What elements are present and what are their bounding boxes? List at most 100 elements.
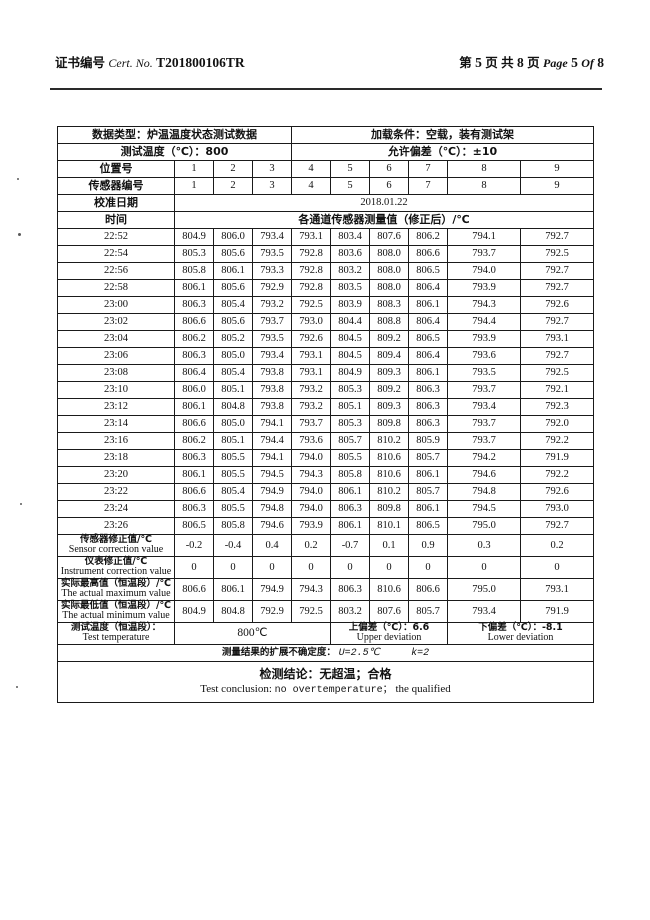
position-number-cell: 5 — [330, 160, 370, 178]
table-row: 23:00 806.3 805.4 793.2 792.5 803.9 808.… — [57, 296, 594, 314]
table-row-conclusion: 检测结论：无超温；合格 Test conclusion: no overtemp… — [57, 661, 594, 704]
row-value: 805.3 — [174, 245, 214, 263]
sensor-correction-value: -0.2 — [174, 533, 214, 558]
table-row-test-temperature-header: 测试温度（℃）：800 允许偏差（℃）：±10 — [57, 143, 594, 161]
row-value: 809.8 — [369, 415, 409, 433]
table-row-channel-header: 时间 各通道传感器测量值（修正后）/℃ — [57, 211, 594, 229]
table-row: 22:56 805.8 806.1 793.3 792.8 803.2 808.… — [57, 262, 594, 280]
row-value: 806.0 — [213, 228, 253, 246]
row-value: 793.2 — [291, 398, 331, 416]
instrument-correction-label-cn: 仪表修正值/℃ — [84, 556, 148, 568]
row-value: 805.3 — [330, 381, 370, 399]
row-value: 805.1 — [213, 381, 253, 399]
row-value: 806.6 — [174, 415, 214, 433]
row-time: 23:22 — [57, 483, 175, 501]
actual-maximum-value: 806.6 — [174, 578, 214, 602]
row-value: 805.6 — [213, 313, 253, 331]
row-value: 805.0 — [213, 415, 253, 433]
row-value: 810.6 — [369, 449, 409, 467]
actual-minimum-label-cn: 实际最低值（恒温段）/℃ — [61, 600, 171, 612]
row-time: 23:14 — [57, 415, 175, 433]
table-row: 23:08 806.4 805.4 793.8 793.1 804.9 809.… — [57, 364, 594, 382]
scan-artifact-dot — [20, 503, 22, 505]
actual-maximum-value: 793.1 — [520, 578, 594, 602]
table-row: 23:20 806.1 805.5 794.5 794.3 805.8 810.… — [57, 466, 594, 484]
row-value: 793.2 — [252, 296, 292, 314]
row-value: 792.7 — [520, 313, 594, 331]
row-value: 804.9 — [174, 228, 214, 246]
row-value: 793.9 — [291, 517, 331, 535]
uncertainty-u-value: U=2.5℃ — [338, 648, 380, 660]
row-value: 804.5 — [330, 347, 370, 365]
actual-minimum-value: 793.4 — [447, 600, 521, 624]
row-value: 794.6 — [447, 466, 521, 484]
row-value: 806.5 — [174, 517, 214, 535]
actual-maximum-value: 806.6 — [408, 578, 448, 602]
position-number-cell: 4 — [291, 160, 331, 178]
actual-maximum-value: 810.6 — [369, 578, 409, 602]
row-value: 805.0 — [213, 347, 253, 365]
row-value: 793.7 — [291, 415, 331, 433]
row-value: 806.1 — [330, 517, 370, 535]
upper-deviation-cn: 上偏差（℃）：6.6 — [348, 622, 430, 634]
scan-artifact-dot — [17, 178, 19, 180]
row-value: 794.2 — [447, 449, 521, 467]
row-value: 792.6 — [291, 330, 331, 348]
row-value: 804.9 — [330, 364, 370, 382]
conclusion-en-body: no overtemperature； — [274, 685, 393, 697]
row-value: 792.9 — [252, 279, 292, 297]
row-value: 806.2 — [174, 330, 214, 348]
row-time: 23:18 — [57, 449, 175, 467]
position-number-label: 位置号 — [57, 160, 175, 178]
row-value: 793.6 — [447, 347, 521, 365]
row-value: 794.8 — [447, 483, 521, 501]
certificate-number-label-cn: 证书编号 — [55, 55, 106, 70]
certificate-number-label-en: Cert. No. — [108, 56, 153, 70]
row-value: 794.5 — [252, 466, 292, 484]
row-value: 805.7 — [330, 432, 370, 450]
row-time: 23:04 — [57, 330, 175, 348]
row-value: 806.1 — [174, 466, 214, 484]
instrument-correction-value: 0 — [447, 556, 521, 580]
test-temperature-label: 测试温度（恒温段）： Test temperature — [57, 622, 175, 646]
row-value: 805.5 — [213, 449, 253, 467]
row-value: 809.4 — [369, 347, 409, 365]
row-time: 22:56 — [57, 262, 175, 280]
row-value: 792.3 — [520, 398, 594, 416]
table-row: 23:02 806.6 805.6 793.7 793.0 804.4 808.… — [57, 313, 594, 331]
sensor-correction-value: 0.9 — [408, 533, 448, 558]
sensor-number-cell: 3 — [252, 177, 292, 195]
instrument-correction-value: 0 — [174, 556, 214, 580]
row-value: 806.6 — [408, 245, 448, 263]
row-value: 806.3 — [174, 449, 214, 467]
row-value: 792.2 — [520, 466, 594, 484]
certificate-number: 证书编号 Cert. No. T201800106TR — [55, 52, 245, 71]
row-value: 793.6 — [291, 432, 331, 450]
actual-maximum-value: 795.0 — [447, 578, 521, 602]
row-value: 809.2 — [369, 330, 409, 348]
table-body: 数据类型：炉温温度状态测试数据 加载条件：空载，装有测试架 测试温度（℃）：80… — [57, 126, 594, 704]
row-value: 794.1 — [252, 449, 292, 467]
row-value: 793.8 — [252, 364, 292, 382]
row-value: 793.5 — [252, 245, 292, 263]
sensor-number-cell: 4 — [291, 177, 331, 195]
position-number-cell: 3 — [252, 160, 292, 178]
table-row: 22:54 805.3 805.6 793.5 792.8 803.6 808.… — [57, 245, 594, 263]
row-value: 806.1 — [174, 279, 214, 297]
row-value: 810.2 — [369, 483, 409, 501]
page-label-gong: 共 — [501, 55, 514, 70]
row-time: 23:12 — [57, 398, 175, 416]
position-number-cell: 7 — [408, 160, 448, 178]
page-total-en: 8 — [597, 55, 604, 70]
conclusion-cn: 检测结论：无超温；合格 — [259, 666, 392, 681]
row-value: 805.4 — [213, 364, 253, 382]
row-value: 806.3 — [408, 381, 448, 399]
actual-minimum-label-en: The actual minimum value — [62, 610, 170, 622]
row-value: 808.3 — [369, 296, 409, 314]
test-temperature-value: 800℃ — [174, 622, 331, 646]
table-row-sensor-correction: 传感器修正值/℃ Sensor correction value -0.2 -0… — [57, 533, 594, 558]
row-value: 792.7 — [520, 517, 594, 535]
sensor-correction-value: 0.1 — [369, 533, 409, 558]
actual-maximum-value: 794.9 — [252, 578, 292, 602]
sensor-correction-value: 0.2 — [291, 533, 331, 558]
